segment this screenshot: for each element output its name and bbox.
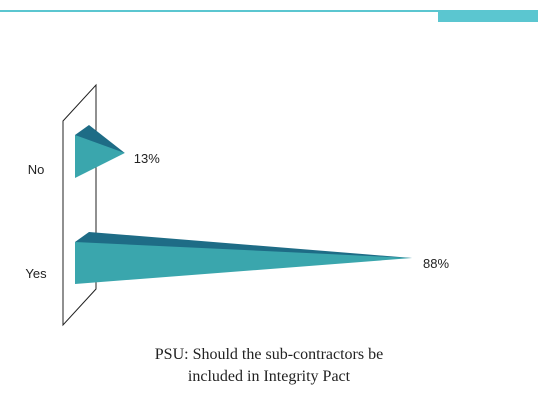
bar-no [75, 135, 125, 178]
data-label-yes: 88% [423, 256, 449, 271]
category-label-no: No [28, 162, 45, 177]
axis-wall [62, 83, 97, 327]
header-accent-tab [438, 10, 538, 22]
chart-caption: PSU: Should the sub-contractors be inclu… [0, 344, 538, 388]
category-label-yes: Yes [25, 266, 47, 281]
data-label-no: 13% [134, 151, 160, 166]
bar-yes [75, 242, 413, 284]
caption-line-2: included in Integrity Pact [187, 368, 351, 385]
header-rule [0, 10, 538, 12]
bar-chart: No 13% Yes 88% [25, 83, 449, 327]
caption-line-1: PSU: Should the sub-contractors be [154, 346, 384, 363]
